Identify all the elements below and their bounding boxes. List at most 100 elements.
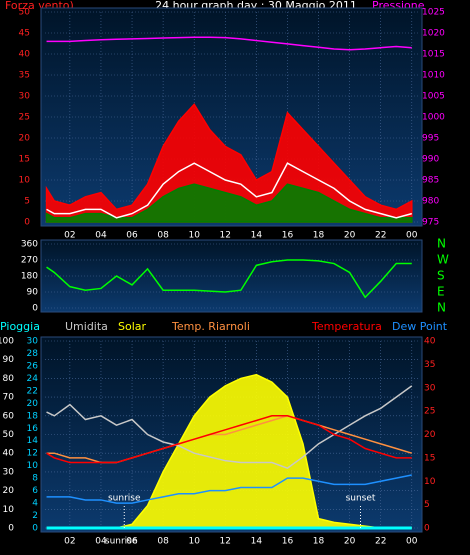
y3-tick-label: 24 — [27, 374, 39, 384]
x-tick-label: 16 — [282, 537, 294, 547]
y-tick-label: 25 — [19, 113, 30, 123]
x-tick-label: 10 — [188, 537, 200, 547]
y3-tick-label: 4 — [32, 499, 38, 509]
y-tick-label: 20 — [3, 486, 15, 496]
y2-tick-label: 0 — [424, 524, 430, 534]
y2-tick-label: 10 — [424, 477, 436, 487]
y2-tick-label: 1005 — [422, 92, 445, 102]
x-tick-label: 22 — [375, 231, 386, 241]
x-tick-label: 00 — [406, 231, 418, 241]
y-tick-label: 30 — [19, 92, 31, 102]
x-tick-label: 06 — [126, 231, 138, 241]
x-tick-label: 20 — [344, 231, 356, 241]
y2-tick-label: E — [437, 285, 445, 299]
y-tick-label: 80 — [3, 374, 15, 384]
y2-tick-label: 1020 — [422, 29, 445, 39]
y2-tick-label: 40 — [424, 337, 436, 347]
line — [46, 259, 412, 299]
x-tick-label: 22 — [375, 537, 386, 547]
y2-tick-label: 20 — [424, 430, 436, 440]
y-tick-label: 50 — [19, 8, 31, 18]
y-tick-label: 40 — [3, 449, 15, 459]
y2-tick-label: 1000 — [422, 113, 445, 123]
legend-entry: Umidita — [65, 320, 108, 333]
y3-tick-label: 16 — [27, 424, 39, 434]
x-tick-label: 02 — [64, 231, 75, 241]
y-tick-label: 45 — [19, 29, 30, 39]
y-tick-label: 360 — [21, 240, 38, 250]
x-tick-label: 12 — [220, 231, 231, 241]
y2-tick-label: 15 — [424, 453, 435, 463]
y2-tick-label: 1010 — [422, 71, 445, 81]
annotation: sunset — [346, 494, 376, 504]
y2-tick-label: W — [437, 253, 449, 267]
y3-tick-label: 12 — [27, 449, 38, 459]
annotation: sunrise — [108, 494, 141, 504]
line — [46, 36, 412, 51]
y-tick-label: 50 — [3, 430, 15, 440]
y-tick-label: 60 — [3, 411, 15, 421]
y-tick-label: 180 — [21, 272, 38, 282]
y2-tick-label: S — [437, 269, 445, 283]
y2-tick-label: 25 — [424, 407, 435, 417]
y-tick-label: 90 — [27, 288, 39, 298]
y2-tick-label: 1015 — [422, 50, 445, 60]
y2-tick-label: 35 — [424, 360, 435, 370]
legend-entry: Solar — [118, 320, 147, 333]
y2-tick-label: N — [437, 301, 446, 315]
line — [46, 415, 412, 464]
y2-tick-label: 995 — [422, 134, 439, 144]
y2-tick-label: 990 — [422, 155, 439, 165]
x-tick-label: 18 — [313, 231, 325, 241]
x-tick-label: 18 — [313, 537, 325, 547]
legend-entry: Temperatura — [311, 320, 382, 333]
x-tick-label: 00 — [406, 537, 418, 547]
y2-tick-label: N — [437, 237, 446, 251]
area — [45, 183, 413, 223]
line — [46, 162, 412, 219]
y2-tick-label: 5 — [424, 500, 430, 510]
x-axis-note: sunrise — [105, 537, 138, 547]
x-tick-label: 04 — [95, 537, 107, 547]
y-tick-label: 40 — [19, 50, 31, 60]
y-tick-label: 100 — [0, 337, 14, 347]
y2-tick-label: 30 — [424, 383, 436, 393]
y-tick-label: 70 — [3, 393, 15, 403]
x-tick-label: 04 — [95, 231, 107, 241]
x-tick-label: 14 — [251, 537, 263, 547]
y3-tick-label: 30 — [27, 337, 39, 347]
y3-tick-label: 14 — [27, 436, 39, 446]
y3-tick-label: 2 — [32, 511, 38, 521]
y3-tick-label: 6 — [32, 486, 38, 496]
y-tick-label: 10 — [3, 505, 15, 515]
x-tick-label: 16 — [282, 231, 294, 241]
x-tick-label: 02 — [64, 537, 75, 547]
y3-tick-label: 8 — [32, 474, 38, 484]
line — [46, 474, 412, 504]
y-tick-label: 10 — [19, 176, 31, 186]
line — [46, 385, 413, 469]
y3-tick-label: 22 — [27, 386, 38, 396]
x-tick-label: 08 — [157, 231, 169, 241]
y-tick-label: 0 — [32, 304, 38, 314]
legend-entry: Pioggia — [0, 320, 40, 333]
legend-entry: Temp. Riarnoli — [171, 320, 250, 333]
y2-tick-label: 980 — [422, 197, 439, 207]
y-tick-label: 15 — [19, 155, 30, 165]
x-tick-label: 12 — [220, 537, 231, 547]
y3-tick-label: 28 — [27, 349, 39, 359]
y2-tick-label: 1025 — [422, 8, 445, 18]
y-tick-label: 30 — [3, 467, 15, 477]
y-tick-label: 0 — [8, 524, 14, 534]
area — [45, 103, 413, 223]
y-tick-label: 20 — [19, 134, 31, 144]
y3-tick-label: 10 — [27, 461, 39, 471]
y-tick-label: 5 — [24, 197, 30, 207]
y-tick-label: 90 — [3, 355, 15, 365]
y-tick-label: 270 — [21, 256, 38, 266]
x-tick-label: 06 — [126, 537, 138, 547]
legend-entry: Dew Point — [392, 320, 448, 333]
x-tick-label: 20 — [344, 537, 356, 547]
x-tick-label: 10 — [188, 231, 200, 241]
